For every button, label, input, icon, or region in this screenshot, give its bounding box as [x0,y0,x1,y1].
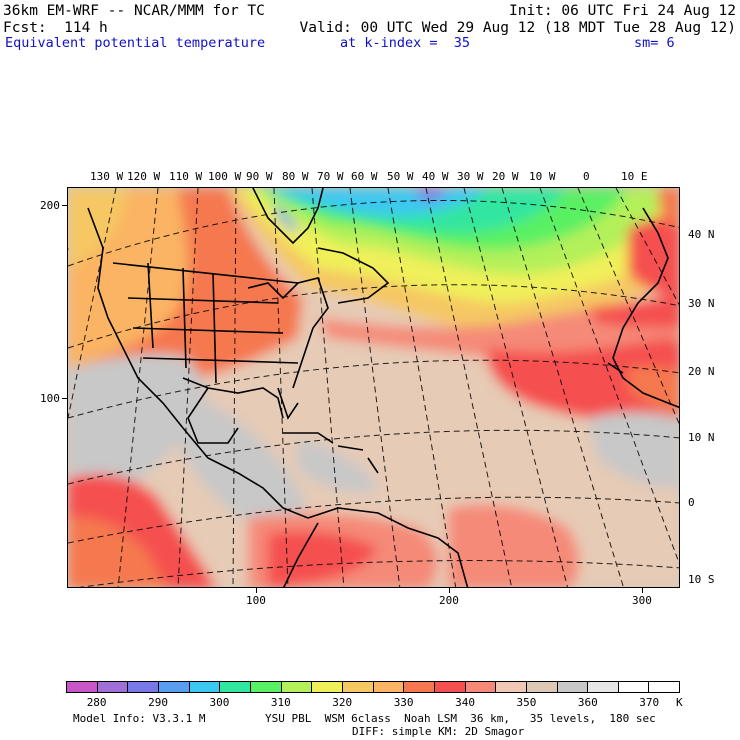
longitude-label: 50 W [387,170,414,183]
grid-label-left: 100 [40,392,60,405]
legend-swatch [496,682,527,692]
longitude-label: 120 W [127,170,161,183]
legend-label: 330 [393,696,414,709]
legend-label: 290 [148,696,168,709]
valid-time: Valid: 00 UTC Wed 29 Aug 12 (18 MDT Tue … [299,20,737,36]
legend-swatch [128,682,159,692]
lat-lon-grid [68,188,679,587]
level-label: at k-index = 35 [340,35,471,51]
grid-label-bottom: 300 [632,594,652,607]
legend-swatch [618,682,650,692]
longitude-label: 10 E [621,170,648,183]
legend-swatch [312,682,343,692]
legend-swatch [97,682,129,692]
theta-e-field-map [68,188,679,587]
field-shading [68,188,679,587]
legend-label: 320 [332,696,353,709]
grid-tick [62,205,67,206]
legend-swatch [281,682,313,692]
field-name: Equivalent potential temperature [5,35,266,51]
legend-label: 300 [209,696,230,709]
grid-tick [449,588,450,593]
latitude-label: 40 N [688,228,715,241]
longitude-label: 110 W [169,170,203,183]
legend-label: 370 [639,696,660,709]
physics-info-line2: DIFF: simple KM: 2D Smagor [352,725,525,738]
model-info: Model Info: V3.3.1 M [73,712,206,725]
latitude-label: 10 N [688,431,715,444]
legend-swatch [434,682,466,692]
longitude-label: 70 W [317,170,344,183]
grid-label-bottom: 200 [439,594,459,607]
legend-swatch [67,682,98,692]
grid-label-left: 200 [40,199,60,212]
legend-swatch [189,682,221,692]
latitude-label: 20 N [688,365,715,378]
legend-label: 350 [516,696,537,709]
legend-swatch [158,682,190,692]
latitude-label: 30 N [688,297,715,310]
longitude-label: 10 W [529,170,556,183]
legend-swatch [588,682,619,692]
longitude-label: 20 W [492,170,519,183]
color-legend [66,681,680,693]
longitude-label: 40 W [422,170,449,183]
legend-label: 280 [86,696,107,709]
legend-label: 310 [270,696,291,709]
grid-label-bottom: 100 [246,594,266,607]
longitude-label: 130 W [90,170,124,183]
grid-tick [62,398,67,399]
legend-label: 340 [455,696,475,709]
legend-swatch [373,682,405,692]
legend-swatch [220,682,251,692]
legend-swatch [557,682,589,692]
map-panel [67,187,680,588]
legend-swatch [342,682,374,692]
longitude-label: 0 [583,170,590,183]
longitude-label: 100 W [208,170,242,183]
legend-units: K [676,696,683,709]
forecast-hour: Fcst: 114 h [3,20,108,36]
longitude-label: 30 W [457,170,484,183]
coastlines [87,188,679,587]
longitude-label: 80 W [282,170,309,183]
latitude-label: 10 S [688,573,715,586]
grid-tick [642,588,643,593]
model-title: 36km EM-WRF -- NCAR/MMM for TC [3,3,265,19]
legend-swatch [649,682,680,692]
legend-label: 360 [577,696,598,709]
longitude-label: 60 W [351,170,378,183]
legend-swatch [465,682,497,692]
longitude-label: 90 W [246,170,273,183]
legend-swatch [404,682,435,692]
latitude-label: 0 [688,496,695,509]
physics-info-line1: YSU PBL WSM 6class Noah LSM 36 km, 35 le… [265,712,656,725]
init-time: Init: 06 UTC Fri 24 Aug 12 [509,3,736,19]
legend-swatch [526,682,558,692]
smoothing-label: sm= 6 [634,35,675,51]
legend-swatch [250,682,282,692]
grid-tick [256,588,257,593]
